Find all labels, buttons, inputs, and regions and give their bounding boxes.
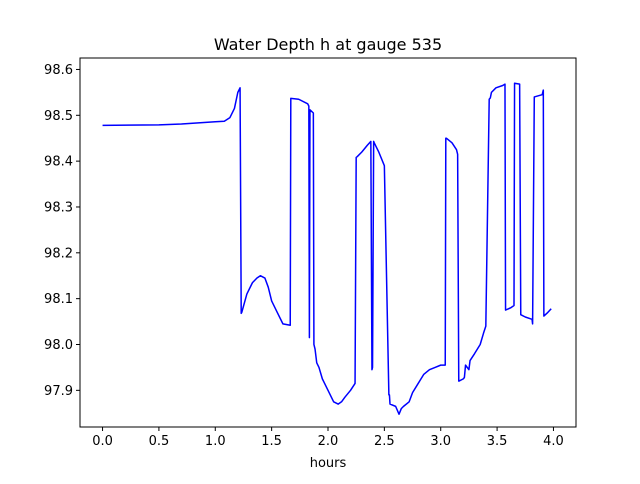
y-tick-label: 98.5 — [44, 109, 73, 124]
x-tick-label: 2.5 — [374, 434, 395, 449]
x-axis: 0.0 0.5 1.0 1.5 2.0 2.5 3.0 3.5 4.0 — [92, 427, 564, 449]
chart-title: Water Depth h at gauge 535 — [214, 35, 442, 54]
x-tick-label: 1.5 — [261, 434, 282, 449]
plot-frame — [79, 57, 577, 428]
x-tick-label: 2.0 — [318, 434, 339, 449]
y-axis: 97.9 98.0 98.1 98.2 98.3 98.4 98.5 98.6 — [44, 63, 80, 399]
y-tick-label: 98.6 — [44, 63, 73, 78]
x-tick-label: 3.0 — [430, 434, 451, 449]
y-tick-label: 98.3 — [44, 200, 73, 215]
x-tick-label: 0.0 — [92, 434, 113, 449]
series-line-0 — [102, 82, 552, 415]
plot-area — [79, 57, 577, 428]
y-tick-label: 97.9 — [44, 384, 73, 399]
y-tick-label: 98.0 — [44, 338, 73, 353]
x-tick-label: 0.5 — [149, 434, 170, 449]
x-tick-label: 3.5 — [487, 434, 508, 449]
y-tick-label: 98.4 — [44, 155, 73, 170]
x-tick-label: 1.0 — [205, 434, 226, 449]
x-tick-label: 4.0 — [543, 434, 564, 449]
y-tick-label: 98.2 — [44, 246, 73, 261]
y-tick-label: 98.1 — [44, 292, 73, 307]
x-axis-label: hours — [310, 456, 347, 471]
